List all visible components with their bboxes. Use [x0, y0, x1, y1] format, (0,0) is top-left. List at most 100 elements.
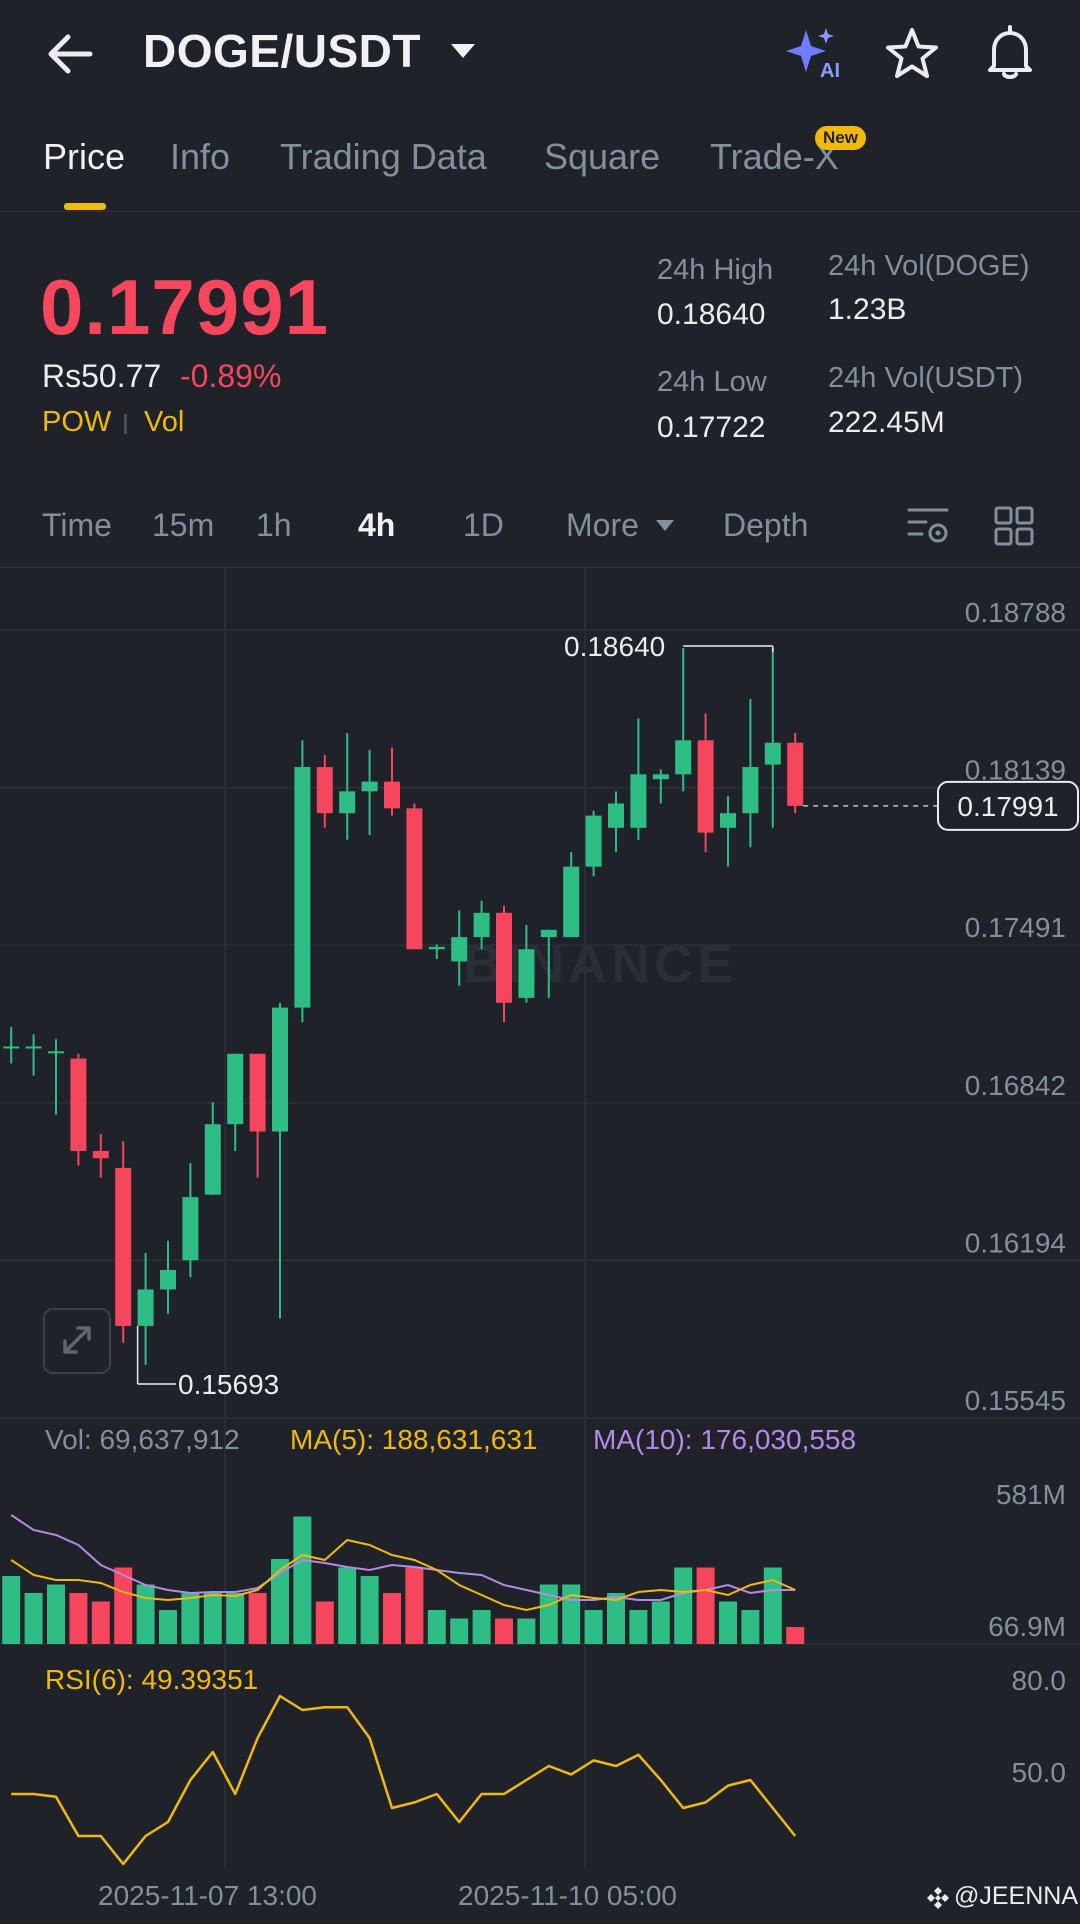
candle-body — [608, 803, 624, 828]
volume-bars — [2, 1514, 805, 1644]
tab-square[interactable]: Square — [544, 136, 661, 177]
interval-time[interactable]: Time — [42, 507, 112, 543]
candle-body — [339, 791, 356, 814]
fullscreen-button[interactable] — [43, 1308, 111, 1374]
volume-axis: 581M 66.9M — [988, 1479, 1066, 1642]
current-price-label: 0.17991 — [957, 791, 1058, 822]
candle-body — [227, 1053, 244, 1125]
volume-bar — [226, 1593, 245, 1644]
candle-body — [697, 740, 714, 833]
interval-4h[interactable]: 4h — [358, 507, 396, 543]
tab-info[interactable]: Info — [170, 136, 231, 177]
volume-bar — [539, 1584, 558, 1644]
rsi-line — [11, 1694, 797, 1866]
candle-body — [137, 1289, 154, 1326]
volume-bar — [696, 1567, 715, 1644]
volume-bar — [651, 1601, 670, 1644]
depth-tab[interactable]: Depth — [723, 507, 809, 543]
high-24h-value: 0.18640 — [657, 298, 766, 331]
interval-more[interactable]: More — [566, 507, 639, 543]
ma10-readout: MA(10): 176,030,558 — [593, 1424, 857, 1455]
expand-icon — [63, 1326, 91, 1354]
chart-settings-icon[interactable] — [906, 502, 950, 546]
candle-body — [473, 912, 490, 938]
star-icon[interactable] — [884, 26, 940, 82]
tab-price[interactable]: Price — [43, 136, 126, 177]
candle-body — [294, 767, 311, 1008]
back-arrow-icon[interactable] — [42, 24, 102, 84]
volume-bar — [2, 1576, 21, 1644]
volume-bar — [159, 1610, 177, 1644]
candle-body — [182, 1197, 199, 1261]
rsi-axis-label: 50.0 — [1012, 1757, 1067, 1788]
tag-pow[interactable]: POW — [42, 406, 112, 438]
tag-vol[interactable]: Vol — [144, 406, 185, 438]
candlestick-chart[interactable]: BINANCE 0.187880.181390.174910.168420.16… — [0, 568, 1080, 1868]
ai-sparkle-icon[interactable]: AI — [786, 26, 848, 80]
volume-axis-label: 581M — [996, 1479, 1066, 1510]
vol-quote-label: 24h Vol(USDT) — [828, 362, 1024, 394]
ma5-readout: MA(5): 188,631,631 — [290, 1424, 538, 1455]
min-price-label: 0.15693 — [178, 1369, 279, 1400]
svg-text:AI: AI — [820, 60, 840, 80]
vol-base-value: 1.23B — [828, 293, 907, 326]
divider — [0, 567, 1080, 568]
fiat-price: Rs50.77 — [42, 358, 162, 394]
low-24h-label: 24h Low — [657, 366, 767, 398]
candle-body — [92, 1150, 109, 1159]
user-watermark: @JEENNA — [954, 1882, 1079, 1910]
candle-body — [272, 1007, 288, 1132]
candle-body — [204, 1124, 221, 1195]
high-24h-label: 24h High — [657, 254, 774, 286]
candle-body — [787, 742, 804, 806]
bell-icon[interactable] — [982, 24, 1038, 82]
tag-separator — [124, 414, 127, 434]
volume-bar — [427, 1610, 446, 1644]
volume-bar — [517, 1618, 536, 1644]
time-axis-label: 2025-11-10 05:00 — [458, 1880, 677, 1911]
pair-title[interactable]: DOGE/USDT — [143, 25, 421, 77]
ma10-line — [10, 1514, 796, 1601]
top-bar: DOGE/USDT AI — [0, 0, 1080, 108]
low-24h-value: 0.17722 — [657, 411, 766, 444]
volume-bar — [383, 1593, 401, 1644]
volume-bar — [562, 1584, 581, 1644]
candle-body — [675, 740, 692, 775]
max-price-label: 0.18640 — [564, 631, 665, 662]
candle-body — [518, 949, 535, 998]
volume-bar — [629, 1610, 648, 1644]
rsi-axis-label: 80.0 — [1012, 1665, 1067, 1696]
interval-1h[interactable]: 1h — [256, 507, 292, 543]
candle-body — [3, 1046, 20, 1049]
chevron-down-icon[interactable] — [451, 44, 475, 58]
layout-grid-icon[interactable] — [994, 506, 1034, 546]
price-axis-label: 0.18139 — [965, 755, 1066, 786]
volume-bar — [472, 1610, 491, 1644]
price-axis-label: 0.16194 — [965, 1227, 1066, 1258]
candle-body — [70, 1058, 87, 1151]
new-badge: New — [815, 126, 866, 150]
candle-body — [585, 815, 602, 867]
candle-body — [384, 781, 400, 809]
interval-15m[interactable]: 15m — [152, 507, 215, 543]
chevron-down-icon[interactable] — [656, 520, 674, 531]
volume-bar — [786, 1627, 805, 1644]
candle-body — [48, 1051, 64, 1054]
volume-bar — [607, 1593, 625, 1644]
divider — [0, 211, 1080, 212]
price-axis-label: 0.17491 — [965, 912, 1066, 943]
volume-bar — [24, 1593, 43, 1644]
volume-bar — [136, 1584, 155, 1644]
interval-1d[interactable]: 1D — [463, 507, 504, 543]
candle-body — [316, 767, 333, 814]
volume-bar — [293, 1516, 312, 1644]
tab-trading-data[interactable]: Trading Data — [280, 136, 487, 177]
candles — [3, 647, 804, 1365]
price-markers: 0.17991 0.18640 0.15693 — [136, 631, 1079, 1400]
volume-bar — [360, 1576, 379, 1644]
volume-bar — [405, 1567, 424, 1644]
price-axis-label: 0.16842 — [965, 1070, 1066, 1101]
binance-logo-icon — [927, 1887, 949, 1909]
volume-bar — [203, 1593, 222, 1644]
volume-bar — [114, 1567, 133, 1644]
